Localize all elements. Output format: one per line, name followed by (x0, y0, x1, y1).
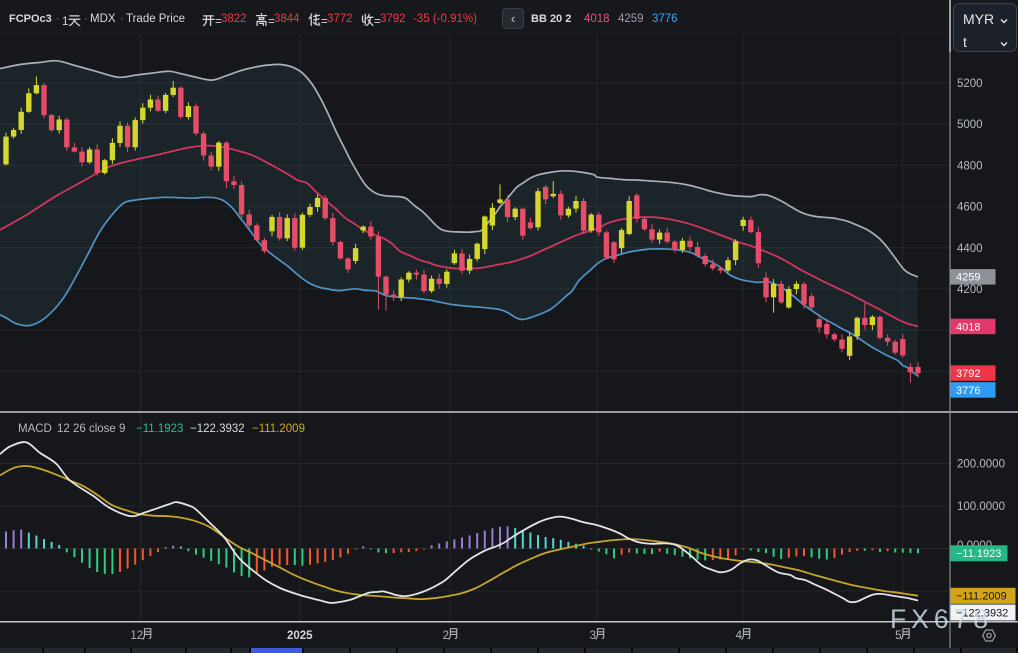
svg-text:−11.1923: −11.1923 (956, 548, 1001, 560)
svg-text:−111.2009: −111.2009 (956, 591, 1007, 603)
svg-text:3: 3 (590, 630, 596, 642)
svg-text:5: 5 (895, 630, 901, 642)
svg-text:3776: 3776 (956, 385, 980, 397)
svg-text:12 26 close 9: 12 26 close 9 (57, 423, 125, 435)
svg-text:4400: 4400 (957, 243, 983, 255)
svg-text:−122.3932: −122.3932 (956, 607, 1008, 619)
svg-text:MACD: MACD (18, 423, 52, 435)
svg-text:12: 12 (130, 630, 143, 642)
svg-text:2: 2 (443, 630, 449, 642)
svg-text:4600: 4600 (957, 202, 983, 214)
svg-text:3792: 3792 (956, 368, 980, 380)
svg-text:2025: 2025 (287, 630, 313, 642)
svg-text:4: 4 (736, 630, 743, 642)
svg-text:4200: 4200 (957, 284, 983, 296)
svg-text:5200: 5200 (957, 78, 983, 90)
svg-text:5000: 5000 (957, 119, 983, 131)
svg-text:4018: 4018 (956, 321, 980, 333)
svg-text:−111.2009: −111.2009 (252, 423, 305, 435)
svg-text:FX678: FX678 (890, 604, 993, 634)
svg-text:200.0000: 200.0000 (957, 459, 1005, 471)
svg-text:4800: 4800 (957, 160, 983, 172)
svg-text:100.0000: 100.0000 (957, 501, 1005, 513)
svg-text:−122.3932: −122.3932 (190, 423, 245, 435)
svg-text:4259: 4259 (956, 272, 980, 284)
svg-text:−11.1923: −11.1923 (136, 423, 183, 435)
